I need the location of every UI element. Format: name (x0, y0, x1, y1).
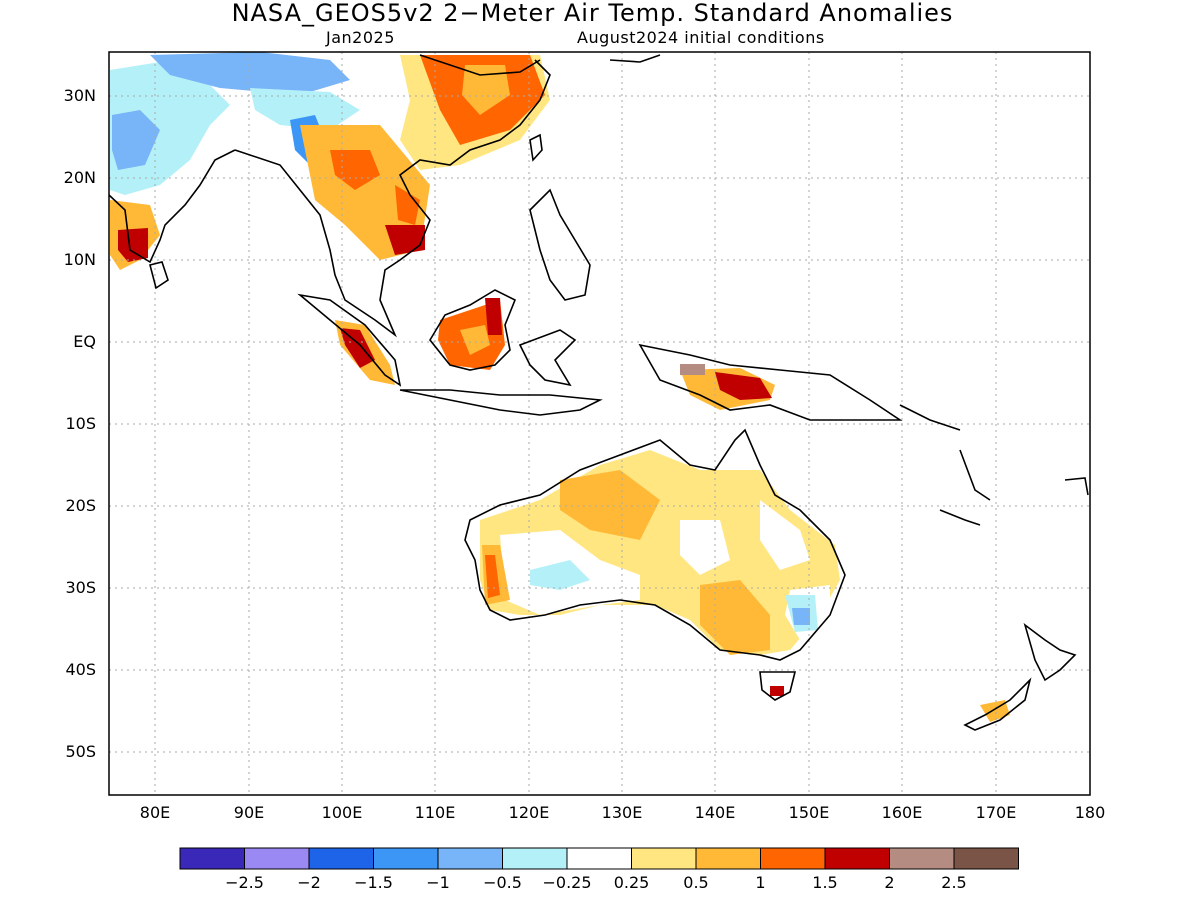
anomaly-vietnam-hot (385, 225, 425, 255)
coast-solomons (899, 404, 961, 431)
colorbar-swatch (824, 847, 890, 870)
colorbar-swatch (695, 847, 761, 870)
colorbar-label: −0.5 (483, 873, 522, 892)
anomaly-png-hot (715, 372, 772, 400)
lon-label: 140E (694, 803, 736, 822)
coast-borneo (429, 289, 517, 371)
lon-label: 120E (508, 803, 550, 822)
forecast-month: Jan2025 (326, 28, 395, 47)
lon-label: 170E (975, 803, 1017, 822)
coast-australia (464, 428, 846, 661)
anomaly-china-center (462, 65, 510, 115)
colorbar-swatch (437, 847, 503, 870)
colorbar-swatch (179, 847, 245, 870)
anomaly-india-cold (112, 110, 160, 170)
lat-label: EQ (73, 332, 96, 351)
anomaly-australia-orange-north (560, 470, 660, 540)
colorbar-label: −2 (297, 873, 321, 892)
anomaly-australia-west-red (485, 555, 500, 598)
colorbar-label: 2.5 (941, 873, 967, 892)
anomaly-australia-neutral-center (680, 520, 730, 575)
coast-newguinea (638, 343, 903, 421)
map-title: NASA_GEOS5v2 2−Meter Air Temp. Standard … (231, 0, 954, 27)
coast-vanuatu (959, 449, 991, 501)
coast-newcaledonia (939, 509, 981, 526)
lat-lon-grid (109, 52, 1090, 795)
coastlines (108, 54, 1089, 731)
coast-nz-north (1023, 622, 1077, 682)
lat-label: 10N (63, 250, 96, 269)
lat-label: 50S (65, 742, 96, 761)
anomaly-borneo-center (460, 325, 490, 355)
lon-label: 100E (321, 803, 363, 822)
coast-nz-south (963, 677, 1032, 731)
colorbar-label: −0.25 (542, 873, 592, 892)
colorbar-swatch (244, 847, 310, 870)
colorbar-swatch (373, 847, 439, 870)
lon-label: 180 (1074, 803, 1106, 822)
coast-taiwan (529, 133, 543, 162)
coast-tasmania (759, 671, 797, 701)
anomaly-nz-warm (980, 700, 1010, 722)
lat-label: 40S (65, 660, 96, 679)
colorbar-swatch (631, 847, 697, 870)
colorbar-label: 0.5 (683, 873, 709, 892)
anomaly-tasmania-hot (770, 686, 784, 696)
anomaly-australia-orange-south (700, 580, 770, 655)
colorbar-swatch (889, 847, 955, 870)
colorbar (179, 847, 1019, 870)
anomaly-tibet-cool (250, 88, 360, 130)
colorbar-label: −1 (426, 873, 450, 892)
lat-label: 20N (63, 168, 96, 187)
map-frame (108, 51, 1091, 796)
coast-japan-south (609, 54, 661, 63)
colorbar-swatch (502, 847, 568, 870)
anomaly-png-tan (680, 364, 705, 375)
initial-conditions-label: August2024 initial conditions (577, 28, 825, 47)
coast-sulawesi (518, 329, 577, 387)
lon-label: 90E (233, 803, 265, 822)
colorbar-swatch (566, 847, 632, 870)
lon-label: 80E (139, 803, 171, 822)
colorbar-label: 1 (755, 873, 766, 892)
lon-label: 150E (788, 803, 830, 822)
colorbar-label: 0.25 (613, 873, 650, 892)
anomaly-australia-cold-se (792, 608, 810, 625)
anomaly-australia-cool-west (530, 560, 590, 590)
coast-philippines (529, 188, 591, 301)
colorbar-swatch (308, 847, 374, 870)
colorbar-label: −1.5 (354, 873, 393, 892)
lat-label: 30N (63, 86, 96, 105)
lon-label: 160E (881, 803, 923, 822)
lat-label: 10S (65, 414, 96, 433)
anomaly-india-south-hot (118, 228, 148, 262)
anomaly-indochina-mid (395, 185, 420, 225)
anomaly-australia-neutral-east (760, 500, 810, 570)
coast-fiji (1064, 477, 1089, 496)
coast-srilanka (149, 261, 169, 290)
colorbar-label: −2.5 (225, 873, 264, 892)
lat-label: 20S (65, 496, 96, 515)
coast-india (108, 149, 236, 264)
coast-indochina (234, 59, 551, 338)
anomaly-tibet-cold (150, 52, 350, 95)
colorbar-swatch (760, 847, 826, 870)
colorbar-label: 2 (884, 873, 895, 892)
anomaly-shading (110, 52, 1010, 722)
coast-sumatra (297, 293, 402, 387)
anomaly-sumatra-hot (340, 328, 375, 368)
colorbar-label: 1.5 (812, 873, 838, 892)
lon-label: 110E (414, 803, 456, 822)
lon-label: 130E (601, 803, 643, 822)
colorbar-swatch (953, 847, 1019, 870)
coast-java (399, 389, 603, 416)
lat-label: 30S (65, 578, 96, 597)
coast-china-north (419, 54, 541, 76)
anomaly-borneo-hot (485, 298, 502, 335)
